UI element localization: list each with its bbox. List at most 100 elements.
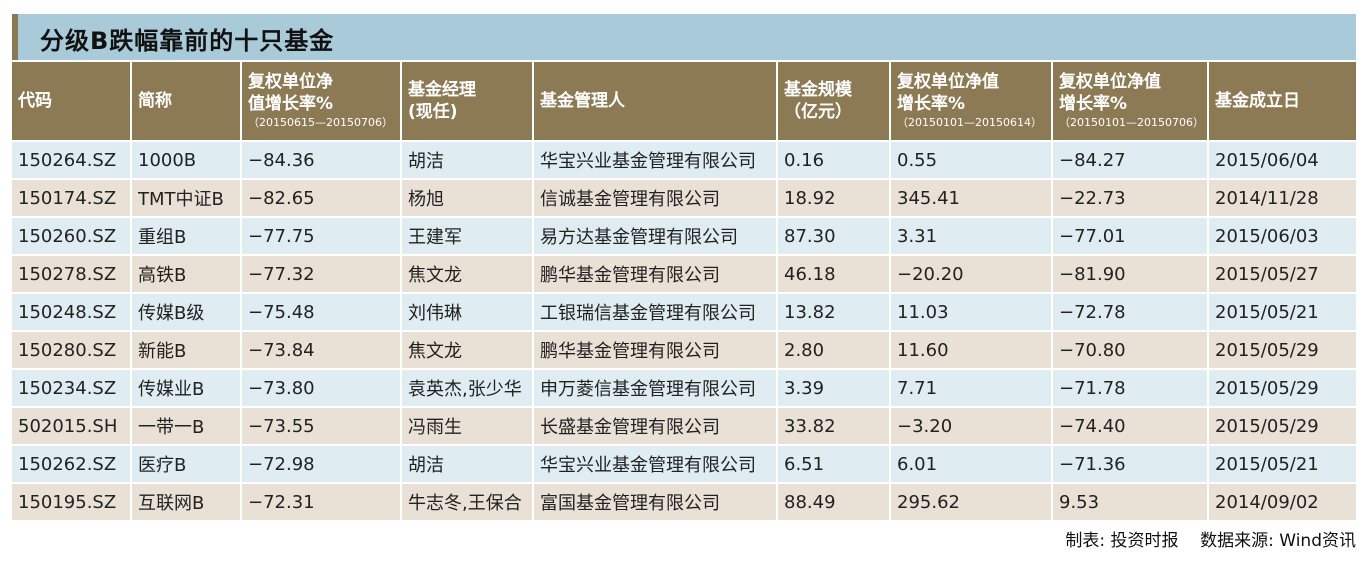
cell-code: 150234.SZ (12, 369, 131, 408)
cell-nav-growth-ytd: −81.90 (1051, 255, 1208, 294)
col-header-inception: 基金成立日 (1207, 62, 1356, 142)
cell-manager: 杨旭 (400, 179, 533, 218)
cell-company: 鹏华基金管理有限公司 (532, 331, 777, 370)
cell-manager: 袁英杰,张少华 (400, 369, 533, 408)
cell-nav-growth-h1: 295.62 (889, 483, 1052, 522)
cell-size: 33.82 (776, 407, 890, 446)
cell-nav-growth-h1: 345.41 (889, 179, 1052, 218)
col-header-nav-growth-recent: 复权单位净 值增长率% （20150615—20150706） (240, 62, 401, 142)
cell-manager: 王建军 (400, 217, 533, 256)
table-row: 150262.SZ 医疗B −72.98 胡洁 华宝兴业基金管理有限公司 6.5… (12, 445, 1356, 484)
cell-size: 46.18 (776, 255, 890, 294)
cell-code: 150264.SZ (12, 141, 131, 180)
cell-company: 鹏华基金管理有限公司 (532, 255, 777, 294)
cell-code: 150262.SZ (12, 445, 131, 484)
col-header-nav-growth-h1: 复权单位净值 增长率% （20150101—20150614） (889, 62, 1052, 142)
cell-company: 工银瑞信基金管理有限公司 (532, 293, 777, 332)
made-by-text: 制表: 投资时报 (1065, 531, 1179, 551)
page-title: 分级B跌幅靠前的十只基金 (40, 27, 335, 55)
cell-nav-growth-ytd: −72.78 (1051, 293, 1208, 332)
col-header-name: 简称 (130, 62, 241, 142)
table-row: 150264.SZ 1000B −84.36 胡洁 华宝兴业基金管理有限公司 0… (12, 141, 1356, 180)
table-row: 150234.SZ 传媒业B −73.80 袁英杰,张少华 申万菱信基金管理有限… (12, 369, 1356, 408)
cell-nav-growth-ytd: −22.73 (1051, 179, 1208, 218)
cell-name: 互联网B (130, 483, 241, 522)
cell-nav-growth-ytd: 9.53 (1051, 483, 1208, 522)
cell-nav-growth-recent: −73.80 (240, 369, 401, 408)
cell-company: 申万菱信基金管理有限公司 (532, 369, 777, 408)
cell-nav-growth-ytd: −71.36 (1051, 445, 1208, 484)
cell-name: 一带一B (130, 407, 241, 446)
cell-size: 18.92 (776, 179, 890, 218)
cell-nav-growth-h1: 6.01 (889, 445, 1052, 484)
cell-inception: 2015/05/27 (1207, 255, 1356, 294)
cell-nav-growth-ytd: −74.40 (1051, 407, 1208, 446)
cell-size: 87.30 (776, 217, 890, 256)
table-row: 150280.SZ 新能B −73.84 焦文龙 鹏华基金管理有限公司 2.80… (12, 331, 1356, 370)
col-header-size: 基金规模 （亿元） (776, 62, 890, 142)
cell-inception: 2015/06/04 (1207, 141, 1356, 180)
cell-company: 华宝兴业基金管理有限公司 (532, 445, 777, 484)
cell-inception: 2015/06/03 (1207, 217, 1356, 256)
cell-inception: 2014/11/28 (1207, 179, 1356, 218)
cell-size: 6.51 (776, 445, 890, 484)
col-header-code: 代码 (12, 62, 131, 142)
cell-code: 150278.SZ (12, 255, 131, 294)
cell-nav-growth-recent: −77.75 (240, 217, 401, 256)
cell-name: 高铁B (130, 255, 241, 294)
cell-nav-growth-ytd: −70.80 (1051, 331, 1208, 370)
cell-nav-growth-ytd: −71.78 (1051, 369, 1208, 408)
cell-manager: 牛志冬,王保合 (400, 483, 533, 522)
cell-inception: 2014/09/02 (1207, 483, 1356, 522)
cell-code: 150195.SZ (12, 483, 131, 522)
cell-nav-growth-h1: 3.31 (889, 217, 1052, 256)
cell-code: 150174.SZ (12, 179, 131, 218)
header-row: 代码 简称 复权单位净 值增长率% （20150615—20150706） 基金… (12, 62, 1356, 142)
cell-company: 信诚基金管理有限公司 (532, 179, 777, 218)
source-note: 制表: 投资时报 数据来源: Wind资讯 (1065, 526, 1356, 551)
cell-name: 传媒B级 (130, 293, 241, 332)
table-row: 150260.SZ 重组B −77.75 王建军 易方达基金管理有限公司 87.… (12, 217, 1356, 256)
cell-nav-growth-ytd: −84.27 (1051, 141, 1208, 180)
cell-manager: 焦文龙 (400, 255, 533, 294)
table-row: 150278.SZ 高铁B −77.32 焦文龙 鹏华基金管理有限公司 46.1… (12, 255, 1356, 294)
cell-nav-growth-recent: −75.48 (240, 293, 401, 332)
cell-manager: 刘伟琳 (400, 293, 533, 332)
cell-company: 易方达基金管理有限公司 (532, 217, 777, 256)
fund-table: 代码 简称 复权单位净 值增长率% （20150615—20150706） 基金… (12, 62, 1356, 522)
cell-name: 重组B (130, 217, 241, 256)
col-header-company: 基金管理人 (532, 62, 777, 142)
cell-name: 1000B (130, 141, 241, 180)
table-row: 150174.SZ TMT中证B −82.65 杨旭 信诚基金管理有限公司 18… (12, 179, 1356, 218)
cell-inception: 2015/05/29 (1207, 407, 1356, 446)
cell-code: 150260.SZ (12, 217, 131, 256)
cell-nav-growth-recent: −73.55 (240, 407, 401, 446)
cell-size: 3.39 (776, 369, 890, 408)
cell-nav-growth-recent: −72.98 (240, 445, 401, 484)
col-header-manager: 基金经理 (现任) (400, 62, 533, 142)
cell-company: 华宝兴业基金管理有限公司 (532, 141, 777, 180)
cell-name: 传媒业B (130, 369, 241, 408)
cell-size: 0.16 (776, 141, 890, 180)
cell-code: 150280.SZ (12, 331, 131, 370)
cell-nav-growth-h1: 11.60 (889, 331, 1052, 370)
title-bar: 分级B跌幅靠前的十只基金 (12, 14, 1356, 60)
cell-nav-growth-recent: −72.31 (240, 483, 401, 522)
cell-code: 502015.SH (12, 407, 131, 446)
cell-size: 13.82 (776, 293, 890, 332)
cell-nav-growth-recent: −82.65 (240, 179, 401, 218)
cell-manager: 胡洁 (400, 141, 533, 180)
cell-name: 医疗B (130, 445, 241, 484)
data-source-text: 数据来源: Wind资讯 (1200, 531, 1356, 551)
cell-nav-growth-recent: −84.36 (240, 141, 401, 180)
cell-nav-growth-ytd: −77.01 (1051, 217, 1208, 256)
cell-nav-growth-h1: −3.20 (889, 407, 1052, 446)
cell-manager: 冯雨生 (400, 407, 533, 446)
cell-nav-growth-h1: −20.20 (889, 255, 1052, 294)
cell-size: 2.80 (776, 331, 890, 370)
cell-company: 长盛基金管理有限公司 (532, 407, 777, 446)
cell-nav-growth-h1: 7.71 (889, 369, 1052, 408)
cell-nav-growth-recent: −77.32 (240, 255, 401, 294)
cell-name: TMT中证B (130, 179, 241, 218)
cell-nav-growth-h1: 0.55 (889, 141, 1052, 180)
